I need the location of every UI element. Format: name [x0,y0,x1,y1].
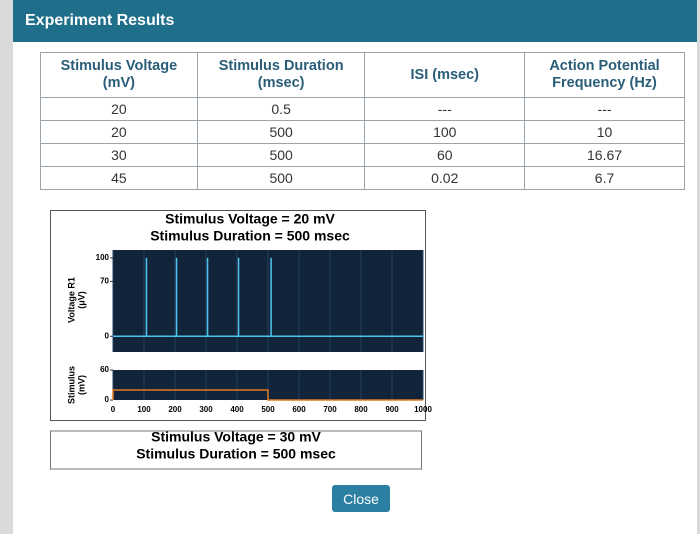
header-text: Action Potential [549,58,660,74]
results-table: Stimulus Voltage (mV) Stimulus Duration (ms… [40,52,685,190]
series-line [112,389,423,401]
table-cell: 500 [196,166,366,190]
x-tick-label: 800 [354,405,368,414]
header-text: (msec) [257,75,305,91]
header-cell: Action Potential Frequency (Hz) [524,52,685,98]
dialog-title: Experiment Results [13,0,697,42]
y2-axis-label: (mV) [76,375,86,395]
table-cell: --- [524,97,685,121]
header-text: Stimulus Duration [218,58,344,74]
x-tick-label: 100 [137,405,151,414]
x-tick-label: 200 [168,405,182,414]
x-tick-label: 0 [111,405,116,414]
table-cell: 30 [40,143,198,167]
series-line [113,257,423,338]
x-tick-label: 600 [292,405,306,414]
x-tick-label: 400 [230,405,244,414]
header-text: (mV) [102,75,136,91]
table-cell: 500 [196,143,366,167]
header-row: Stimulus Voltage (mV) Stimulus Duration (ms… [40,52,685,98]
next-chart-subtitle: Stimulus Duration = 500 msec [136,446,336,462]
table-row: 20 0.5 --- --- [40,97,685,121]
table-row: 30 500 60 16.67 [40,143,685,167]
header-text: ISI (msec) [410,66,480,83]
table-cell: --- [364,97,526,121]
y-axis-label: (μV) [76,291,86,309]
dialog: Experiment Results Stimulus Voltage (mV) S… [13,0,697,534]
next-chart-frame [50,430,422,470]
table-cell: 100 [364,120,526,144]
y-tick-label: 70 [100,276,109,285]
header-cell: Stimulus Duration (msec) [196,52,366,98]
y2-axis-label: Stimulus [66,366,76,404]
x-tick-label: 300 [199,405,213,414]
x-tick-label: 700 [323,405,337,414]
table-row: 20 500 100 10 [40,120,685,144]
x-tick-label: 500 [261,405,275,414]
table-row: 45 500 0.02 6.7 [40,166,685,190]
y2-tick-label: 0 [105,395,110,404]
x-tick-label: 1000 [414,405,432,414]
next-chart-title: Stimulus Voltage = 30 mV [151,429,321,445]
header-cell: Stimulus Voltage (mV) [40,52,198,98]
table-cell: 20 [40,97,198,121]
chart-title: Stimulus Voltage = 20 mV [165,211,335,227]
table-cell: 20 [40,120,198,144]
chart-subtitle: Stimulus Duration = 500 msec [150,228,350,244]
header-cell: ISI (msec) [364,52,526,98]
chart: Stimulus Voltage = 20 mV Stimulus Durati… [50,210,432,470]
y-tick-label: 100 [96,253,110,262]
header-text: Stimulus Voltage [60,58,178,74]
y2-tick-label: 60 [100,365,109,374]
table-cell: 10 [524,120,685,144]
header-text: Frequency (Hz) [552,75,657,91]
y-axis-label: Voltage R1 [66,277,76,323]
close-button[interactable]: Close [332,485,390,512]
x-tick-label: 900 [385,405,399,414]
table-cell: 500 [196,120,366,144]
y-tick-label: 0 [105,331,110,340]
table-cell: 45 [40,166,198,190]
table-cell: 16.67 [524,143,685,167]
table-cell: 0.02 [364,166,526,190]
table-cell: 6.7 [524,166,685,190]
table-cell: 0.5 [196,97,366,121]
table-cell: 60 [364,143,526,167]
